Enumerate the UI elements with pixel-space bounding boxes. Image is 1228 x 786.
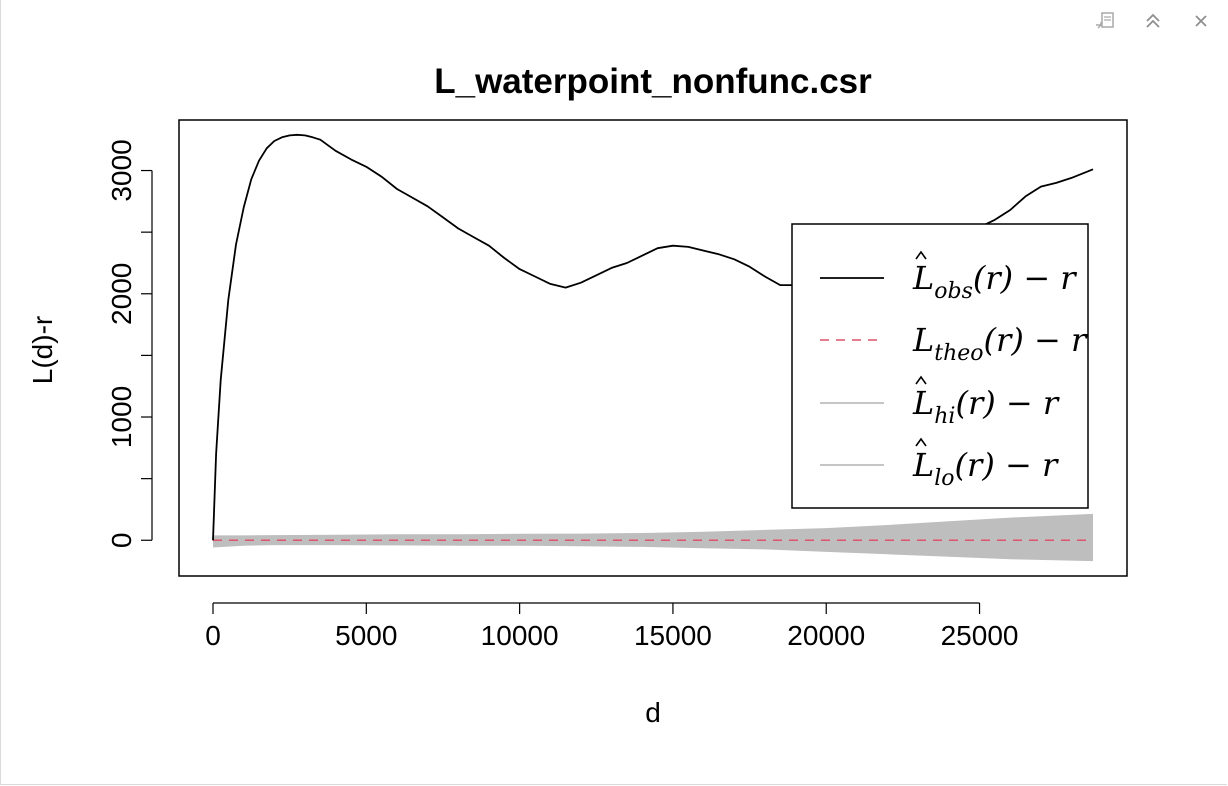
chart-title: L_waterpoint_nonfunc.csr — [434, 62, 872, 101]
plot-toolbar — [1092, 8, 1214, 34]
x-tick-label: 15000 — [634, 620, 712, 651]
legend-label: Lhi(r) − r — [912, 384, 1060, 429]
legend-hat-icon — [915, 250, 927, 260]
y-axis-label: L(d)-r — [27, 316, 58, 384]
plot-area — [212, 133, 1094, 562]
plot-box — [178, 119, 1128, 577]
y-tick-label: 1000 — [106, 386, 137, 448]
x-tick-label: 20000 — [787, 620, 865, 651]
collapse-icon[interactable] — [1140, 8, 1166, 34]
legend-box — [791, 223, 1089, 509]
x-tick-label: 10000 — [481, 620, 559, 651]
y-tick-label: 3000 — [106, 139, 137, 201]
legend-hat-icon — [915, 437, 927, 447]
close-icon[interactable] — [1188, 8, 1214, 34]
legend-label: Lobs(r) − r — [912, 259, 1077, 304]
series-lo-line — [212, 544, 1094, 562]
envelope-band — [213, 514, 1093, 561]
x-tick-label: 5000 — [335, 620, 397, 651]
y-tick-label: 2000 — [106, 263, 137, 325]
y-tick-label: 0 — [106, 533, 137, 549]
legend-label: Ltheo(r) − r — [912, 321, 1088, 366]
x-tick-label: 0 — [205, 620, 221, 651]
legend-label: Llo(r) − r — [912, 446, 1059, 491]
export-icon[interactable] — [1092, 8, 1118, 34]
legend-hat-icon — [915, 375, 927, 385]
x-axis-label: d — [645, 697, 661, 728]
x-tick-label: 25000 — [941, 620, 1019, 651]
series-hi-line — [213, 513, 1094, 537]
axes: 0 5000 10000 15000 20000 25000 0 1000 2000 3000 — [106, 139, 1018, 651]
legend: Lobs(r) − r Ltheo(r) − r Lhi(r) − r Llo(r) … — [791, 223, 1089, 509]
